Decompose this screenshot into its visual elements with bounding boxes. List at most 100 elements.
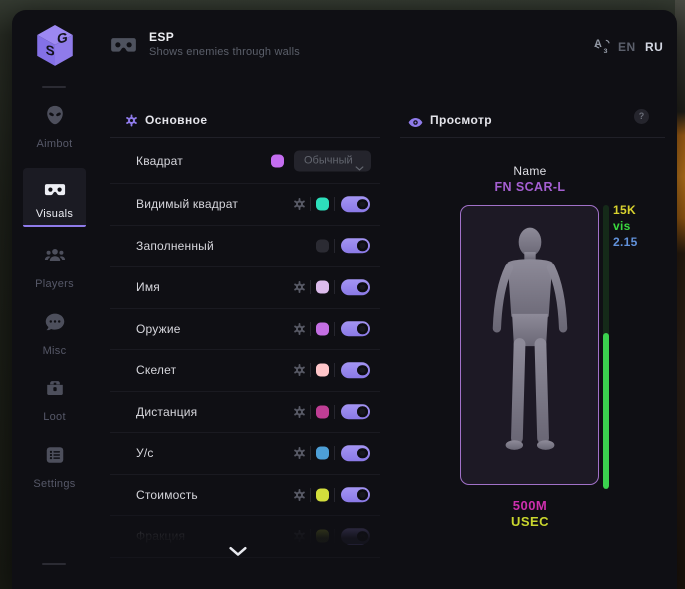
- settings-section-gear-icon: [125, 114, 138, 127]
- list-icon: [44, 444, 66, 466]
- toggle-knob: [357, 365, 368, 376]
- sidebar-item-label: Aimbot: [36, 138, 73, 150]
- language-option-en[interactable]: EN: [618, 40, 636, 54]
- chevron-down-icon[interactable]: [228, 544, 248, 556]
- setting-label: Скелет: [136, 363, 177, 378]
- setting-label: У/с: [136, 446, 154, 461]
- body-model: [492, 227, 567, 450]
- dropdown-value: Обычный: [304, 154, 353, 166]
- separator: [334, 280, 335, 295]
- gear-icon[interactable]: [293, 488, 306, 501]
- gear-icon[interactable]: [293, 364, 306, 377]
- target-side-stats: 15K vis 2.15: [613, 202, 638, 250]
- sidebar-item-settings[interactable]: Settings: [23, 442, 86, 496]
- toggle-knob: [357, 406, 368, 418]
- gear-icon[interactable]: [293, 405, 306, 418]
- sidebar-item-players[interactable]: Players: [23, 242, 86, 296]
- target-bottom-stats: 500M USEC: [460, 498, 600, 530]
- toggle-knob: [357, 282, 368, 293]
- toggle-knob: [357, 489, 368, 501]
- separator: [310, 197, 311, 212]
- target-name-label: Name: [513, 164, 547, 178]
- alien-icon: [44, 104, 66, 126]
- svg-text:з: з: [603, 46, 607, 55]
- color-swatch[interactable]: [316, 405, 329, 419]
- gear-icon[interactable]: [293, 447, 306, 460]
- gear-icon[interactable]: [293, 530, 306, 543]
- sidebar-item-label: Misc: [42, 345, 67, 357]
- sidebar-item-label: Settings: [33, 478, 76, 490]
- color-swatch[interactable]: [316, 488, 329, 502]
- gear-icon[interactable]: [293, 281, 306, 294]
- toggle-switch[interactable]: [341, 196, 370, 212]
- setting-row: Видимый квадрат: [110, 184, 380, 226]
- help-button[interactable]: ?: [634, 109, 649, 124]
- settings-rows: Квадрат Обычный Видимый квадрат Заполненный…: [110, 138, 380, 558]
- separator: [310, 404, 311, 419]
- color-swatch[interactable]: [316, 446, 329, 460]
- toggle-switch[interactable]: [341, 279, 370, 295]
- chest-icon: [44, 377, 66, 399]
- setting-label: Заполненный: [136, 238, 214, 253]
- stat-line: 500M: [512, 498, 548, 513]
- toggle-switch[interactable]: [341, 238, 370, 254]
- separator: [334, 238, 335, 253]
- stat-line: 2.15: [613, 235, 638, 249]
- setting-row: Оружие: [110, 309, 380, 350]
- language-option-ru[interactable]: RU: [645, 40, 664, 54]
- setting-row: Квадрат Обычный: [110, 138, 380, 184]
- color-swatch[interactable]: [316, 363, 329, 377]
- cheat-menu-window: S G Aimbot Visuals Players Misc Loot Settings…: [12, 10, 677, 589]
- toggle-switch[interactable]: [341, 362, 370, 378]
- gear-icon[interactable]: [293, 198, 306, 211]
- setting-row: Дистанция: [110, 392, 380, 433]
- color-swatch[interactable]: [316, 239, 329, 253]
- sidebar-item-misc[interactable]: Misc: [23, 309, 86, 363]
- color-swatch[interactable]: [271, 154, 284, 167]
- toggle-switch[interactable]: [341, 445, 370, 461]
- setting-label: Оружие: [136, 321, 181, 336]
- color-swatch[interactable]: [316, 280, 329, 294]
- health-bar: [603, 205, 609, 489]
- toggle-switch[interactable]: [341, 528, 370, 544]
- square-style-dropdown[interactable]: Обычный: [294, 150, 371, 171]
- logo-letter-g: G: [57, 30, 68, 47]
- stat-line: USEC: [510, 514, 550, 529]
- setting-row: У/с: [110, 433, 380, 475]
- settings-section-title: Основное: [145, 113, 208, 127]
- sidebar-item-visuals[interactable]: Visuals: [23, 168, 86, 227]
- toggle-knob: [357, 199, 368, 210]
- svg-text:A: A: [594, 38, 602, 50]
- chevron-down-icon: [355, 158, 364, 170]
- vr-goggles-icon: [44, 180, 66, 202]
- toggle-switch[interactable]: [341, 321, 370, 337]
- game-background-strip: [675, 0, 685, 589]
- setting-row: Заполненный: [110, 226, 380, 267]
- players-icon: [44, 244, 66, 266]
- color-swatch[interactable]: [316, 529, 329, 543]
- sidebar-divider-bottom: [42, 563, 66, 565]
- page-subtitle: Shows enemies through walls: [149, 46, 300, 58]
- toggle-switch[interactable]: [341, 487, 370, 503]
- preview-divider: [400, 137, 665, 138]
- target-weapon-label: FN SCAR-L: [494, 180, 566, 194]
- page-title: ESP: [149, 30, 175, 44]
- toggle-knob: [357, 531, 368, 542]
- sidebar-item-label: Players: [35, 278, 74, 290]
- stat-line: 15K: [613, 203, 636, 217]
- separator: [310, 487, 311, 502]
- toggle-switch[interactable]: [341, 404, 370, 420]
- sidebar-item-aimbot[interactable]: Aimbot: [23, 102, 86, 156]
- toggle-knob: [357, 323, 368, 335]
- gear-icon[interactable]: [293, 322, 306, 335]
- health-bar-fill: [603, 332, 609, 489]
- setting-label: Дистанция: [136, 404, 198, 419]
- body-preview-box: [460, 205, 599, 485]
- separator: [310, 529, 311, 544]
- sidebar-item-loot[interactable]: Loot: [23, 375, 86, 429]
- color-swatch[interactable]: [316, 197, 329, 211]
- setting-row: Скелет: [110, 350, 380, 392]
- color-swatch[interactable]: [316, 322, 329, 336]
- separator: [334, 446, 335, 461]
